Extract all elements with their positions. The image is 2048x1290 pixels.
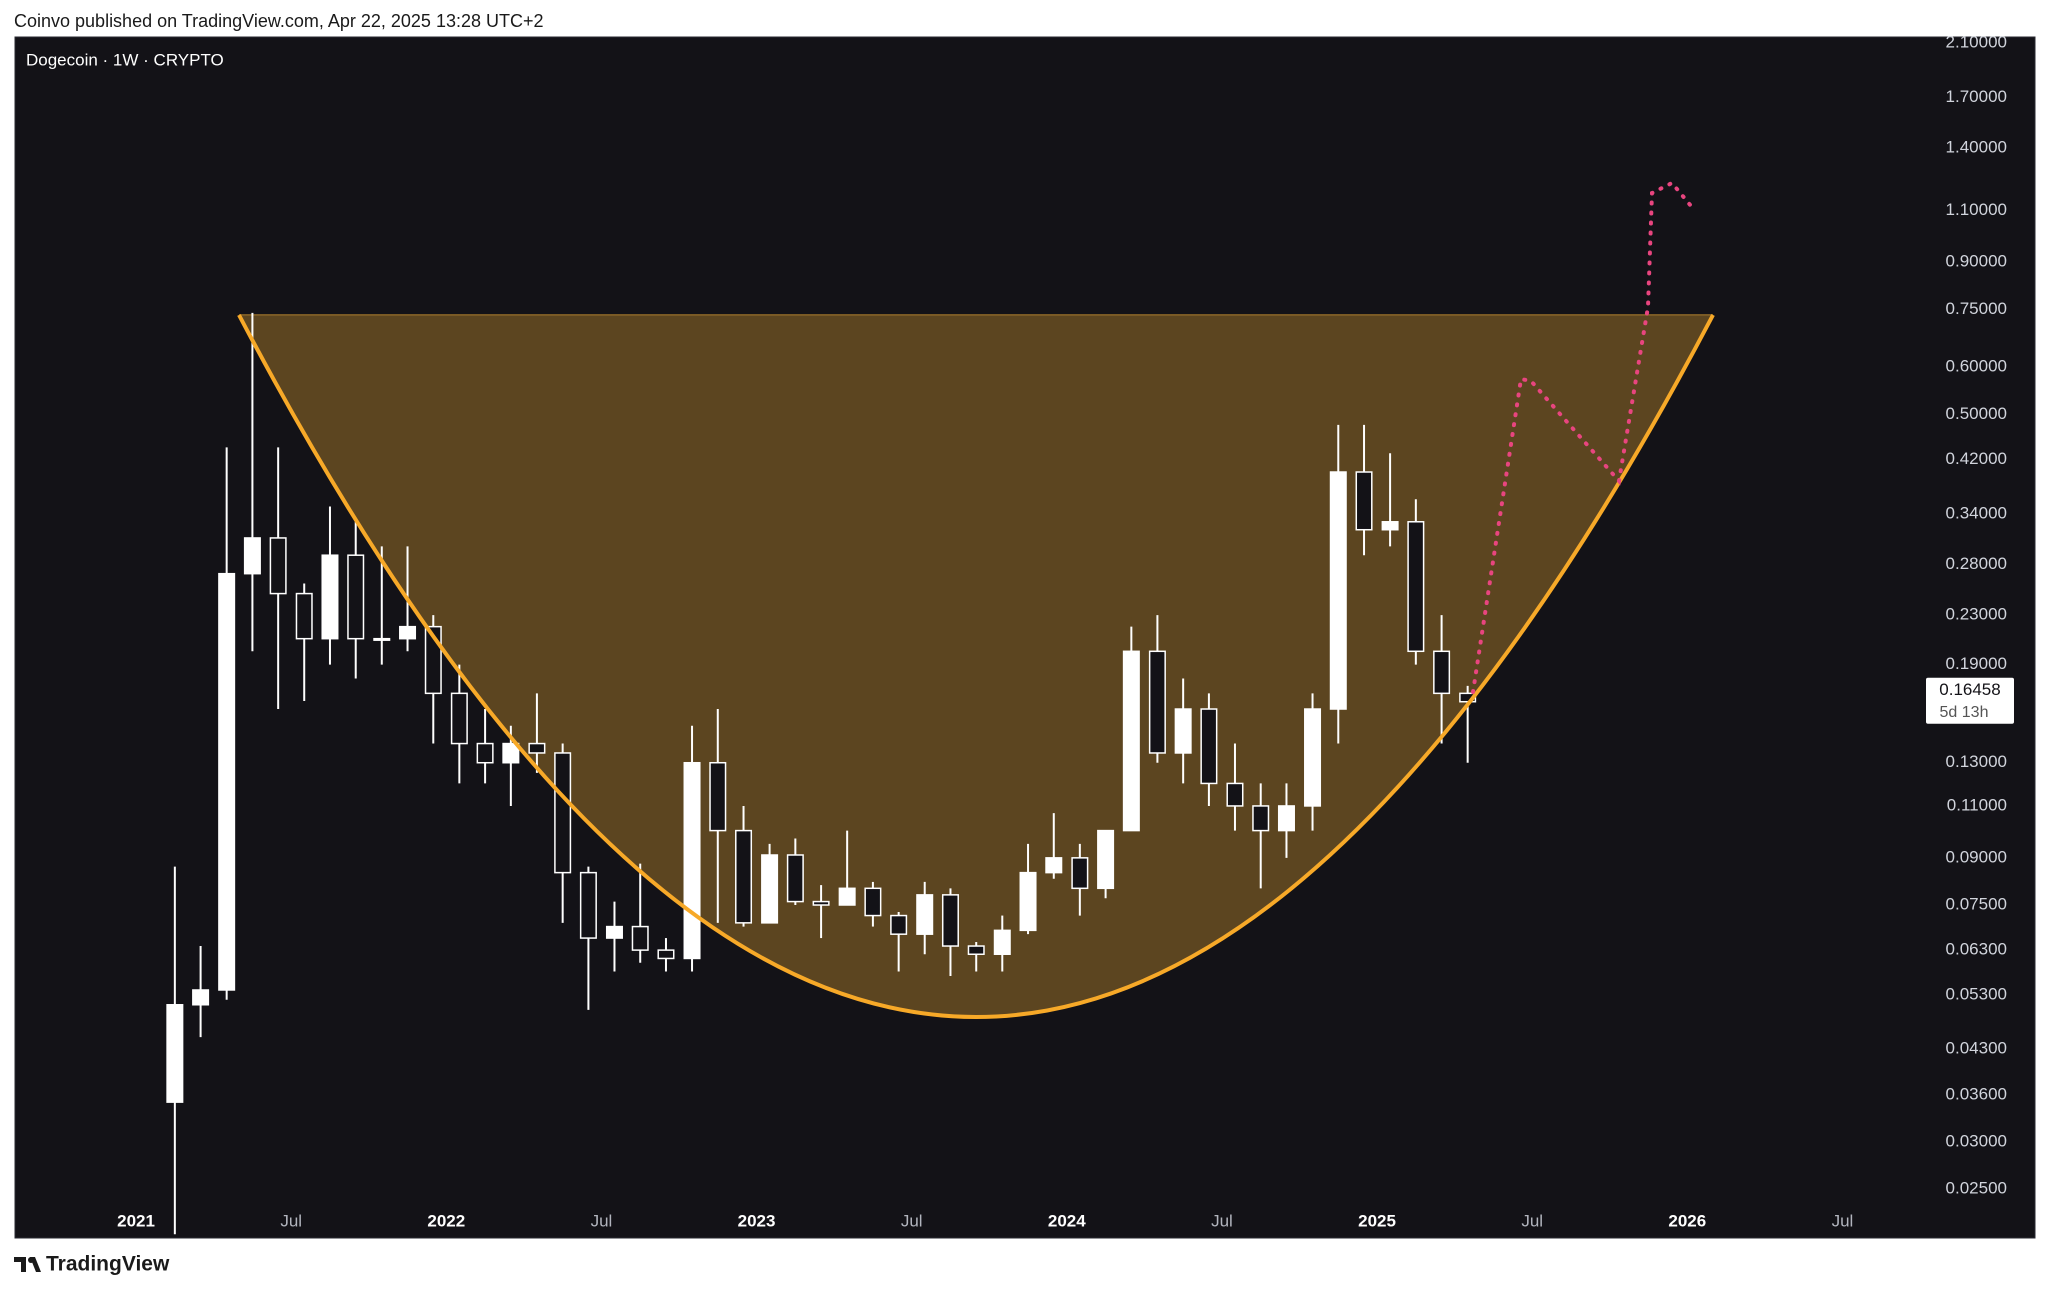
y-tick-label: 0.04300 bbox=[1946, 1038, 2007, 1057]
last-price-box bbox=[1926, 677, 2014, 724]
y-tick-label: 0.50000 bbox=[1946, 404, 2007, 423]
candle-body bbox=[269, 537, 287, 595]
candle-body bbox=[735, 829, 753, 924]
y-tick-label: 0.11000 bbox=[1947, 795, 2007, 814]
y-tick-label: 0.03600 bbox=[1946, 1084, 2007, 1103]
candle-body bbox=[1329, 471, 1347, 710]
y-tick-label: 0.09000 bbox=[1946, 847, 2007, 866]
candle-body bbox=[450, 692, 468, 745]
y-tick-label: 0.05300 bbox=[1946, 984, 2007, 1003]
candle-body bbox=[1355, 471, 1373, 531]
candle-body bbox=[1252, 805, 1270, 832]
candle-body bbox=[1019, 871, 1037, 932]
candle-body bbox=[967, 945, 985, 955]
cup-curve bbox=[237, 314, 1715, 1019]
candle-body bbox=[243, 537, 261, 575]
candle-body bbox=[761, 854, 779, 924]
y-tick-label: 1.40000 bbox=[1946, 137, 2007, 156]
projection-path bbox=[1471, 180, 1693, 694]
y-tick-label: 0.23000 bbox=[1946, 605, 2007, 624]
candle-body bbox=[502, 742, 520, 764]
candle-body bbox=[373, 637, 391, 641]
candle-body bbox=[1071, 857, 1089, 890]
candle-body bbox=[218, 572, 236, 991]
y-tick-label: 0.60000 bbox=[1946, 357, 2007, 376]
y-tick-label: 0.42000 bbox=[1946, 449, 2007, 468]
candle-body bbox=[1433, 650, 1451, 695]
y-tick-label: 1.70000 bbox=[1946, 87, 2007, 106]
candle-body bbox=[631, 925, 649, 951]
candle-body bbox=[993, 929, 1011, 955]
x-tick-label: 2025 bbox=[1358, 1211, 1396, 1230]
x-tick-label: Jul bbox=[591, 1211, 613, 1230]
candle-body bbox=[166, 1004, 184, 1103]
candle-body bbox=[1097, 829, 1115, 890]
bar-countdown: 5d 13h bbox=[1940, 704, 1989, 721]
candle-body bbox=[192, 989, 210, 1006]
candle-body bbox=[579, 871, 597, 939]
y-tick-label: 0.90000 bbox=[1946, 252, 2007, 271]
candle-body bbox=[838, 887, 856, 906]
candle-body bbox=[605, 925, 623, 939]
candle-body bbox=[1200, 708, 1218, 785]
candle-body bbox=[295, 592, 313, 640]
brand-name: TradingView bbox=[46, 1253, 170, 1276]
candle-body bbox=[528, 742, 546, 754]
candle-body bbox=[476, 742, 494, 764]
candles bbox=[166, 312, 1477, 1235]
axes: 2.10000 1.70000 1.40000 1.10000 0.90000 0.750… bbox=[117, 33, 2014, 1230]
candle-body bbox=[709, 761, 727, 832]
x-tick-label: Jul bbox=[1832, 1211, 1854, 1230]
chart-title: Dogecoin · 1W · CRYPTO bbox=[26, 50, 224, 69]
candle-body bbox=[1122, 650, 1140, 832]
y-tick-label: 0.19000 bbox=[1946, 654, 2007, 673]
y-tick-label: 0.02500 bbox=[1946, 1179, 2007, 1198]
candle-body bbox=[1277, 805, 1295, 832]
x-tick-label: 2022 bbox=[427, 1211, 465, 1230]
candle-body bbox=[554, 752, 572, 874]
y-tick-label: 0.03000 bbox=[1946, 1132, 2007, 1151]
last-price-label: 0.16458 bbox=[1939, 680, 2000, 699]
y-tick-label: 0.75000 bbox=[1946, 299, 2007, 318]
x-tick-label: 2023 bbox=[738, 1211, 776, 1230]
y-tick-label: 2.10000 bbox=[1946, 33, 2007, 52]
y-tick-label: 1.10000 bbox=[1946, 200, 2007, 219]
logo-icon bbox=[14, 1257, 41, 1272]
plot-area bbox=[166, 180, 1715, 1235]
candle-body bbox=[321, 554, 339, 640]
x-tick-label: Jul bbox=[1521, 1211, 1543, 1230]
candle-body bbox=[941, 894, 959, 947]
x-tick-label: 2026 bbox=[1668, 1211, 1706, 1230]
candle-body bbox=[1381, 521, 1399, 531]
x-tick-label: Jul bbox=[280, 1211, 302, 1230]
x-tick-label: 2024 bbox=[1048, 1211, 1086, 1230]
candle-body bbox=[864, 887, 882, 917]
candle-body bbox=[1407, 521, 1425, 653]
candle-body bbox=[657, 949, 675, 960]
candle-body bbox=[890, 914, 908, 935]
candle-body bbox=[1045, 857, 1063, 874]
candle-body bbox=[399, 625, 417, 640]
candle-body bbox=[1174, 708, 1192, 754]
candle-body bbox=[1304, 708, 1322, 807]
candle-body bbox=[786, 854, 804, 903]
y-tick-label: 0.07500 bbox=[1946, 894, 2007, 913]
candle-body bbox=[683, 761, 701, 960]
candle-body bbox=[1148, 650, 1166, 754]
logo-dot bbox=[28, 1257, 34, 1263]
x-tick-label: 2021 bbox=[117, 1211, 155, 1230]
y-tick-label: 0.28000 bbox=[1946, 554, 2007, 573]
publisher-line: Coinvo published on TradingView.com, Apr… bbox=[14, 11, 544, 31]
y-tick-label: 0.13000 bbox=[1946, 752, 2007, 771]
candle-body bbox=[347, 554, 365, 640]
candle-body bbox=[1226, 782, 1244, 807]
candle-body bbox=[916, 894, 934, 935]
candle-body bbox=[812, 900, 830, 906]
x-tick-label: Jul bbox=[1211, 1211, 1233, 1230]
y-tick-label: 0.34000 bbox=[1946, 504, 2007, 523]
brand-logo: TradingView bbox=[14, 1253, 170, 1276]
y-tick-label: 0.06300 bbox=[1946, 940, 2007, 959]
x-tick-label: Jul bbox=[901, 1211, 923, 1230]
